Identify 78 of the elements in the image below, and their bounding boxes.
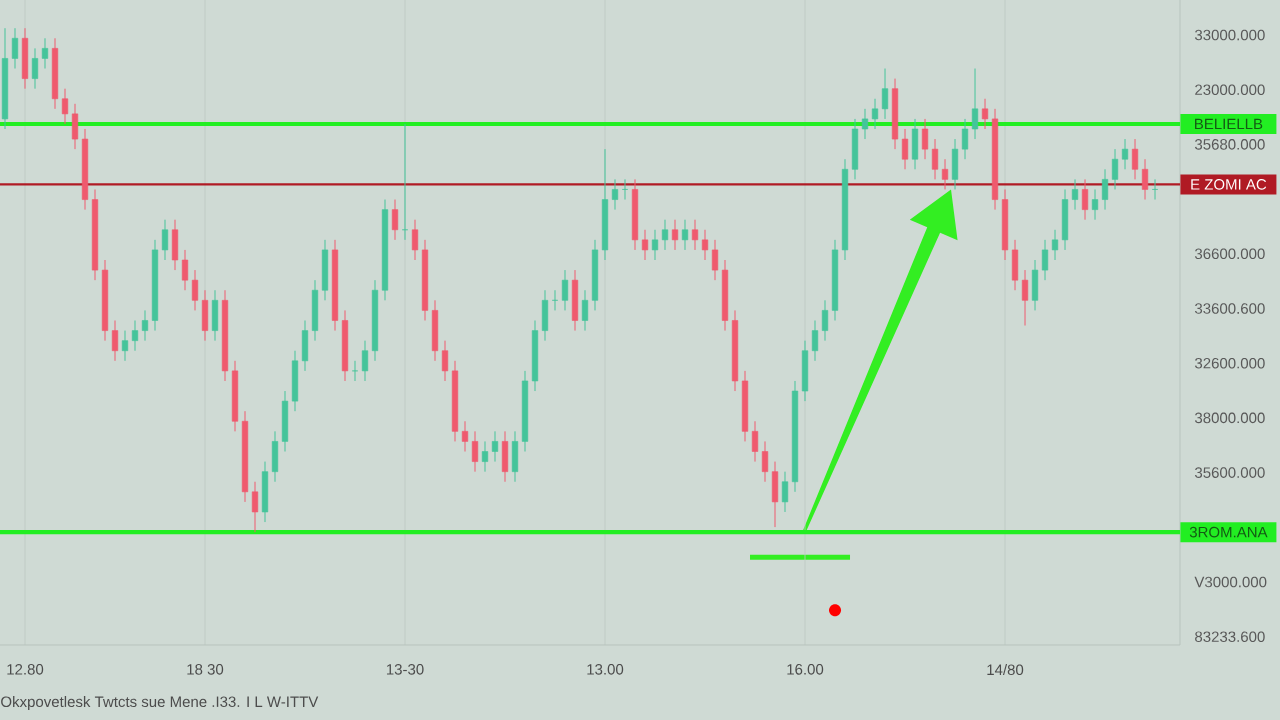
candlestick — [1091, 188, 1099, 221]
text: 23000.000 — [1195, 84, 1265, 96]
candlestick — [821, 299, 829, 342]
x-tick-label: 13-30 — [386, 664, 424, 675]
x-tick-label: 18 30 — [187, 664, 224, 675]
ref-line-label: 3ROM.ANA — [1189, 526, 1268, 538]
x-tick-label: 14/80 — [987, 664, 1024, 676]
candlestick — [441, 340, 449, 382]
candlestick — [161, 219, 169, 261]
ref-line-label: E ZOMI AC — [1191, 179, 1267, 190]
candlestick — [411, 219, 419, 261]
candlestick — [251, 481, 259, 533]
candlestick — [871, 98, 879, 130]
candlestick — [691, 219, 699, 251]
x-tick-label: 16.00 — [787, 664, 824, 675]
candlestick — [131, 319, 139, 352]
candlestick — [1041, 239, 1049, 281]
text: 32600.000 — [1194, 357, 1265, 369]
candlestick — [1081, 178, 1089, 221]
text: 38000.000 — [1194, 412, 1265, 424]
text: 83233.600 — [1195, 631, 1265, 643]
candlestick — [391, 199, 399, 241]
candlestick — [701, 229, 709, 261]
text: 35680.000 — [1194, 139, 1265, 150]
candlestick — [751, 420, 759, 463]
candlestick — [1131, 138, 1139, 180]
candlestick — [961, 118, 969, 160]
candlestick — [651, 229, 659, 261]
candlestick — [681, 219, 689, 251]
candlestick — [481, 440, 489, 473]
candlestick — [1101, 168, 1109, 211]
candlestick — [141, 309, 149, 342]
candlestick — [581, 289, 589, 332]
candlestick — [461, 420, 469, 452]
candlestick — [921, 118, 929, 160]
candlestick — [931, 138, 939, 180]
candlestick — [881, 68, 889, 120]
candlestick — [861, 108, 869, 140]
candlestick — [1071, 178, 1079, 211]
candlestick — [611, 178, 619, 211]
candlestick — [61, 88, 69, 125]
candlestick — [1051, 229, 1059, 261]
text: 33000.000 — [1194, 29, 1265, 41]
candlestick — [191, 269, 199, 311]
candlestick — [981, 98, 989, 130]
candlestick — [1021, 269, 1029, 327]
candlestick — [761, 440, 769, 483]
text: V3000.000 — [1194, 576, 1267, 588]
candlestick — [781, 471, 789, 513]
ref-line-label: BELIELLB — [1195, 118, 1263, 130]
candlestick — [711, 239, 719, 281]
candlestick — [941, 158, 949, 190]
x-tick-label: 12.80 — [7, 664, 44, 675]
candlestick — [641, 229, 649, 261]
candlestick — [671, 219, 679, 251]
text: Okxpovetlesk Twtcts sue Mene .I33. I L W-ITTV — [1, 696, 319, 710]
candlestick — [661, 219, 669, 251]
candlestick — [471, 430, 479, 473]
candlestick — [491, 430, 499, 463]
candlestick — [111, 319, 119, 362]
text: 35600.000 — [1194, 467, 1265, 478]
candlestick — [901, 128, 909, 170]
candlestick — [11, 27, 19, 70]
text: 36600.000 — [1194, 248, 1265, 260]
candlestick — [971, 68, 979, 140]
candlestick — [561, 269, 569, 311]
candlestick — [1121, 138, 1129, 170]
candlestick — [121, 330, 129, 362]
candlestick — [1111, 148, 1119, 190]
candlestick — [811, 319, 819, 362]
candlestick — [361, 340, 369, 382]
candlestick — [31, 47, 39, 90]
candlestick — [351, 360, 359, 382]
text: 33600.600 — [1194, 303, 1265, 314]
x-tick-label: 13.00 — [587, 664, 624, 675]
candlestick — [181, 249, 189, 291]
candlestick — [1141, 158, 1149, 201]
candlestick — [41, 37, 49, 70]
